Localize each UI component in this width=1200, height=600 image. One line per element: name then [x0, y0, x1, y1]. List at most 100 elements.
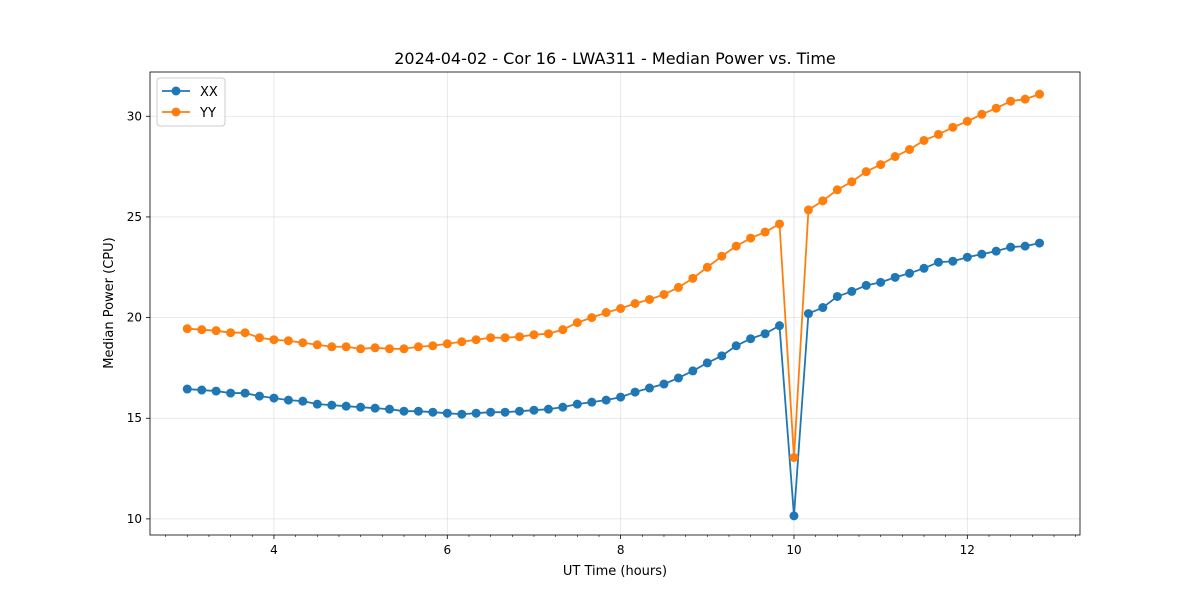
data-point-yy: [1020, 94, 1030, 104]
data-point-yy: [977, 109, 987, 119]
data-point-xx: [529, 405, 539, 415]
data-point-yy: [905, 145, 915, 155]
data-point-yy: [514, 332, 524, 342]
data-point-xx: [543, 404, 553, 414]
data-point-yy: [327, 342, 337, 352]
data-point-xx: [659, 379, 669, 389]
data-point-yy: [356, 344, 366, 354]
data-point-yy: [226, 328, 236, 338]
data-point-xx: [789, 511, 799, 521]
data-point-xx: [442, 408, 452, 418]
data-point-yy: [399, 344, 409, 354]
data-point-xx: [861, 280, 871, 290]
series-layer: [182, 89, 1045, 521]
data-point-xx: [572, 399, 582, 409]
y-axis-label: Median Power (CPU): [102, 237, 117, 368]
data-point-yy: [818, 196, 828, 206]
data-point-yy: [962, 116, 972, 126]
data-point-xx: [905, 268, 915, 278]
data-point-xx: [962, 252, 972, 262]
data-point-xx: [298, 396, 308, 406]
data-point-yy: [630, 299, 640, 308]
data-point-xx: [269, 393, 279, 403]
data-point-yy: [543, 329, 553, 339]
data-point-yy: [269, 335, 279, 345]
data-point-yy: [384, 344, 394, 354]
x-tick-label: 6: [443, 543, 451, 557]
data-point-yy: [890, 152, 900, 162]
data-point-xx: [775, 321, 785, 331]
data-point-xx: [226, 388, 236, 398]
data-point-yy: [298, 338, 308, 348]
data-point-xx: [327, 400, 337, 410]
data-point-yy: [413, 342, 423, 352]
data-point-xx: [341, 401, 351, 411]
data-point-xx: [890, 272, 900, 282]
data-point-xx: [832, 291, 842, 301]
data-point-yy: [760, 227, 770, 237]
ticks: 4 6 8 10 12 10 15 20 25 30: [127, 109, 1076, 557]
data-point-yy: [211, 326, 221, 336]
data-point-yy: [948, 122, 958, 132]
data-point-yy: [731, 241, 741, 251]
data-point-yy: [616, 304, 626, 314]
data-point-xx: [1006, 242, 1016, 252]
data-point-xx: [876, 277, 886, 287]
data-point-xx: [471, 408, 481, 418]
data-point-xx: [818, 303, 828, 313]
x-tick-label: 10: [786, 543, 801, 557]
data-point-xx: [746, 334, 756, 344]
data-point-xx: [384, 404, 394, 414]
data-point-xx: [688, 366, 698, 376]
legend: XX YY: [156, 77, 226, 127]
data-point-yy: [587, 313, 597, 323]
data-point-xx: [486, 407, 496, 417]
data-point-xx: [312, 399, 322, 409]
data-point-yy: [486, 333, 496, 343]
data-point-yy: [991, 103, 1001, 113]
data-point-yy: [673, 282, 683, 292]
data-point-xx: [240, 388, 250, 398]
data-point-xx: [283, 395, 293, 405]
data-point-yy: [717, 251, 727, 261]
data-point-yy: [442, 339, 452, 349]
data-point-yy: [876, 160, 886, 170]
data-point-yy: [240, 328, 250, 338]
data-point-yy: [428, 341, 438, 351]
data-point-yy: [803, 205, 813, 215]
data-point-yy: [529, 330, 539, 340]
plot-frame: [149, 71, 1081, 536]
data-point-xx: [601, 395, 611, 405]
data-point-xx: [514, 406, 524, 416]
x-tick-label: 8: [617, 543, 625, 557]
chart-title: 2024-04-02 - Cor 16 - LWA311 - Median Po…: [394, 49, 836, 68]
data-point-yy: [861, 167, 871, 177]
data-point-xx: [673, 373, 683, 383]
data-point-xx: [587, 397, 597, 407]
data-point-xx: [616, 392, 626, 402]
data-point-xx: [254, 391, 264, 401]
data-point-xx: [760, 329, 770, 339]
data-point-yy: [659, 289, 669, 299]
data-point-xx: [630, 387, 640, 397]
grid: [150, 72, 1080, 535]
data-point-yy: [254, 333, 264, 343]
data-point-xx: [197, 385, 207, 395]
legend-label-xx: XX: [200, 85, 218, 100]
data-point-yy: [933, 129, 943, 139]
data-point-xx: [803, 309, 813, 319]
data-point-yy: [688, 273, 698, 283]
data-point-xx: [933, 257, 943, 267]
data-point-yy: [789, 452, 799, 462]
data-point-xx: [428, 407, 438, 417]
data-point-xx: [1035, 238, 1045, 248]
data-point-xx: [182, 384, 192, 394]
data-point-yy: [1006, 96, 1016, 106]
data-point-yy: [572, 318, 582, 328]
data-point-yy: [702, 262, 712, 272]
data-point-yy: [746, 233, 756, 243]
data-point-yy: [500, 333, 510, 343]
data-point-xx: [847, 286, 857, 296]
x-tick-label: 12: [960, 543, 975, 557]
